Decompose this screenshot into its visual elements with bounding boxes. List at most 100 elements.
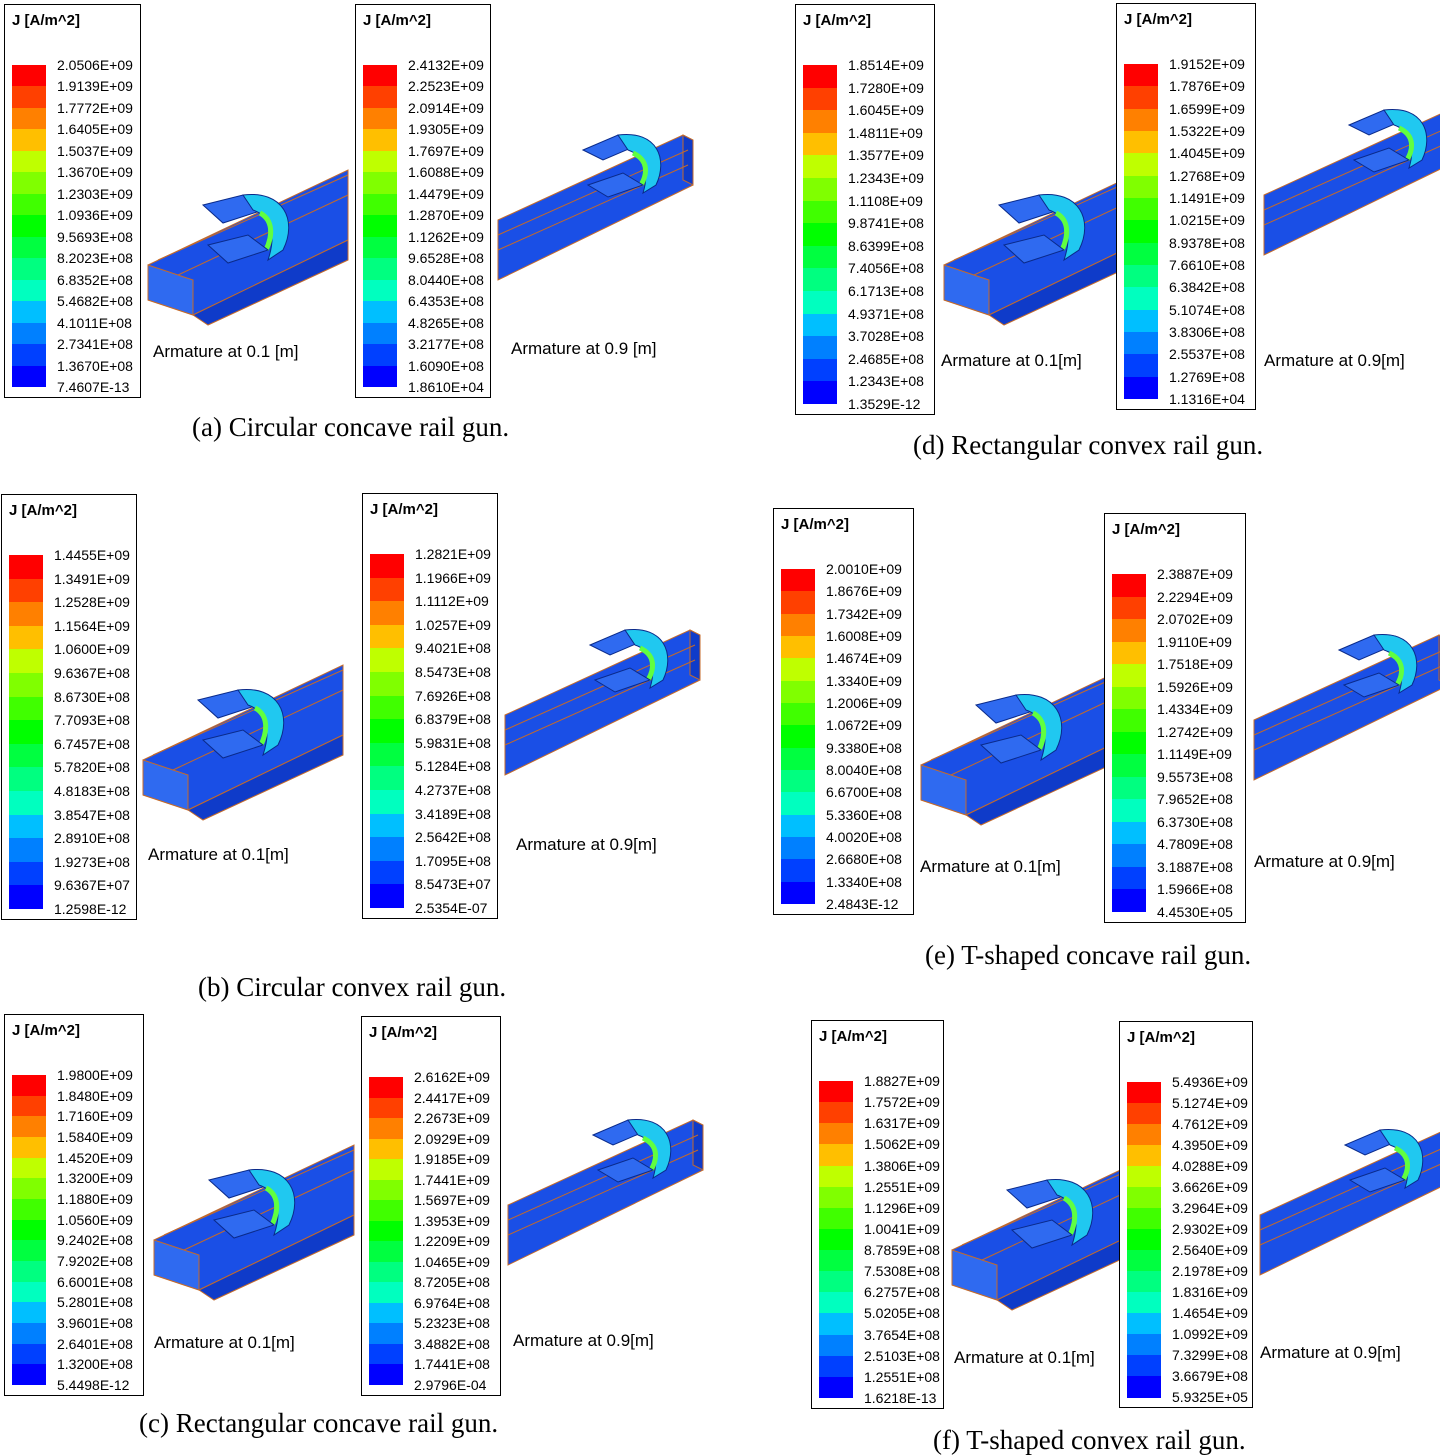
legend-swatch — [9, 838, 43, 863]
legend-swatch — [370, 860, 404, 885]
legend-value: 6.6001E+08 — [57, 1273, 133, 1290]
legend-value: 8.6730E+08 — [54, 688, 130, 705]
legend-value: 1.7876E+09 — [1169, 78, 1245, 95]
legend-swatch — [363, 107, 397, 130]
legend-value: 9.6528E+08 — [408, 250, 484, 267]
armature-bottom — [201, 729, 265, 759]
legend-value: 9.2402E+08 — [57, 1232, 133, 1249]
legend-value: 1.3953E+09 — [414, 1212, 490, 1229]
armature-position-label: Armature at 0.9[m] — [516, 835, 657, 854]
legend-value: 1.4520E+09 — [57, 1149, 133, 1166]
legend-value: 2.5103E+08 — [864, 1347, 940, 1364]
legend-swatch — [819, 1376, 853, 1399]
legend-swatch — [781, 725, 815, 749]
legend-swatch — [819, 1186, 853, 1209]
legend-value: 3.7654E+08 — [864, 1326, 940, 1343]
legend-swatch — [1112, 664, 1146, 688]
legend-value: 9.5573E+08 — [1157, 768, 1233, 785]
legend-swatch — [781, 837, 815, 860]
legend-value: 2.4417E+09 — [414, 1089, 490, 1106]
legend-value: 1.6599E+09 — [1169, 100, 1245, 117]
legend-value: 5.1274E+09 — [1172, 1095, 1248, 1111]
legend-swatch — [363, 172, 397, 195]
legend-value: 8.9378E+08 — [1169, 234, 1245, 251]
rail-gun-model — [1253, 634, 1440, 781]
legend-value: 4.8183E+08 — [54, 783, 130, 799]
legend-swatch — [12, 107, 46, 130]
rail-gun-model — [1259, 1129, 1440, 1276]
armature-bottom — [596, 1157, 655, 1183]
legend-swatch — [819, 1355, 853, 1378]
legend-value: 1.9110E+09 — [1157, 633, 1232, 650]
legend-swatch — [369, 1138, 403, 1160]
legend-swatch — [819, 1228, 853, 1251]
legend-value: 1.7772E+09 — [57, 99, 133, 116]
legend-swatch — [370, 601, 404, 626]
legend-value: 1.2209E+09 — [414, 1233, 490, 1250]
legend-swatch — [1124, 175, 1158, 199]
legend-swatch — [781, 636, 815, 659]
legend-swatch — [819, 1123, 853, 1145]
legend-swatch — [1127, 1103, 1161, 1125]
legend-value: 1.0560E+09 — [57, 1211, 133, 1228]
legend-swatch — [9, 649, 43, 674]
legend-value: 7.5308E+08 — [864, 1263, 940, 1280]
legend-title: J [A/m^2] — [1127, 1029, 1195, 1046]
legend-swatch — [781, 859, 815, 883]
legend-swatch — [781, 591, 815, 615]
legend-swatch — [370, 554, 404, 579]
legend-value: 5.1284E+08 — [415, 758, 491, 775]
legend-swatch — [370, 790, 404, 815]
legend-value: 3.8547E+08 — [54, 806, 130, 823]
legend-value: 9.8741E+08 — [848, 215, 924, 232]
legend-value: 6.6700E+08 — [826, 784, 902, 801]
legend-value: 1.0257E+09 — [415, 616, 491, 633]
legend-value: 4.2737E+08 — [415, 782, 491, 798]
legend-value: 1.6090E+08 — [408, 357, 484, 374]
legend-swatch — [803, 291, 837, 315]
legend-swatch — [363, 215, 397, 238]
legend-swatch — [803, 313, 837, 337]
legend-swatch — [781, 680, 815, 704]
legend-value: 3.7028E+08 — [848, 328, 924, 345]
legend-value: 8.7205E+08 — [414, 1274, 490, 1291]
panel-caption: (b) Circular convex rail gun. — [198, 972, 507, 1002]
legend-swatch — [781, 703, 815, 726]
legend-value: 5.3360E+08 — [826, 806, 902, 823]
legend-value: 7.4607E-13 — [57, 379, 130, 395]
legend-value: 2.4132E+09 — [408, 57, 484, 73]
rail-gun-model — [1263, 109, 1440, 256]
legend-swatch — [781, 613, 815, 637]
color-legend: J [A/m^2] 1.8827E+09 1.7572E+09 1.6317E+09 1… — [811, 1020, 944, 1409]
legend-swatch — [12, 1261, 46, 1283]
legend-value: 1.2006E+09 — [826, 695, 902, 711]
legend-value: 3.4189E+08 — [415, 805, 491, 822]
legend-value: 9.4021E+08 — [415, 640, 491, 657]
legend-value: 2.0702E+09 — [1157, 611, 1233, 628]
legend-value: 1.7160E+09 — [57, 1108, 133, 1125]
legend-value: 1.2551E+08 — [864, 1368, 940, 1385]
legend-value: 5.2323E+08 — [414, 1315, 490, 1332]
legend-value: 1.8514E+09 — [848, 57, 924, 73]
current-hotspot — [1031, 710, 1047, 752]
legend-swatch — [1127, 1166, 1161, 1188]
legend-swatch — [1124, 153, 1158, 177]
legend-swatch — [819, 1334, 853, 1357]
legend-value: 4.9371E+08 — [848, 305, 924, 322]
legend-value: 1.5037E+09 — [57, 142, 133, 159]
legend-value: 1.7697E+09 — [408, 142, 484, 159]
legend-value: 3.2964E+09 — [1172, 1200, 1248, 1216]
legend-value: 1.1564E+09 — [54, 617, 130, 634]
legend-swatch — [1127, 1145, 1161, 1167]
legend-swatch — [12, 365, 46, 388]
legend-swatch — [369, 1200, 403, 1222]
panel-caption: (f) T-shaped convex rail gun. — [933, 1425, 1246, 1455]
legend-value: 6.1713E+08 — [848, 283, 924, 299]
legend-swatch — [1112, 619, 1146, 643]
legend-swatch — [781, 747, 815, 771]
legend-swatch — [369, 1323, 403, 1345]
legend-swatch — [819, 1102, 853, 1124]
legend-value: 1.2821E+09 — [415, 546, 491, 562]
legend-value: 2.9302E+09 — [1172, 1221, 1248, 1237]
legend-swatch — [1112, 776, 1146, 800]
